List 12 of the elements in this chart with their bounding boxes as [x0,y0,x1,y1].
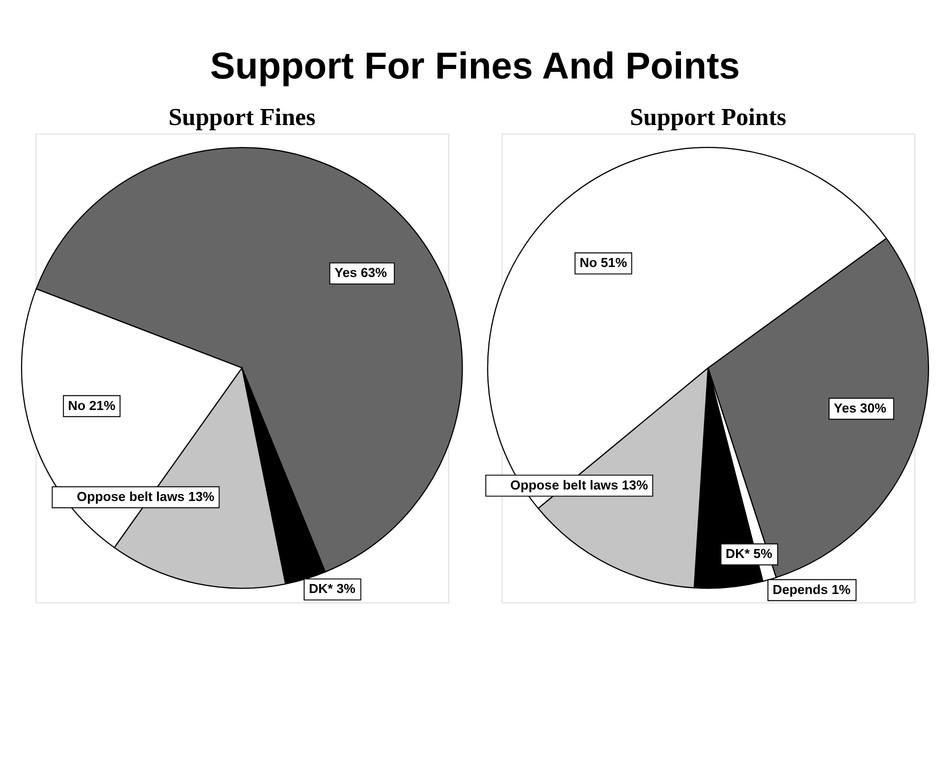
slice-label: DK* 3% [308,581,356,596]
slice-label: Yes 63% [334,265,388,280]
chart-subtitle: Support Points [630,104,786,131]
slice-label: Oppose belt laws 13% [76,488,215,504]
chart-title: Support For Fines And Points [210,44,740,87]
slice-label: Depends 1% [772,582,851,597]
chart-subtitle: Support Fines [168,104,316,131]
slice-label: DK* 5% [726,546,773,562]
slice-label: Yes 30% [834,400,887,416]
slice-label: Oppose belt laws 13% [510,477,648,492]
slice-label: No 51% [580,255,628,270]
slice-label: No 21% [68,398,116,413]
